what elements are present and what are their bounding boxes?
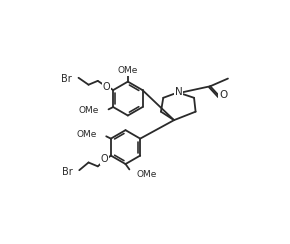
Text: O: O <box>219 91 227 101</box>
Text: Br: Br <box>61 167 72 177</box>
Text: N: N <box>175 87 182 97</box>
Text: OMe: OMe <box>77 130 97 139</box>
Text: O: O <box>102 82 110 92</box>
Text: O: O <box>101 154 108 164</box>
Text: OMe: OMe <box>136 170 157 179</box>
Text: Br: Br <box>61 73 72 83</box>
Text: OMe: OMe <box>118 66 138 75</box>
Text: OMe: OMe <box>79 106 99 115</box>
